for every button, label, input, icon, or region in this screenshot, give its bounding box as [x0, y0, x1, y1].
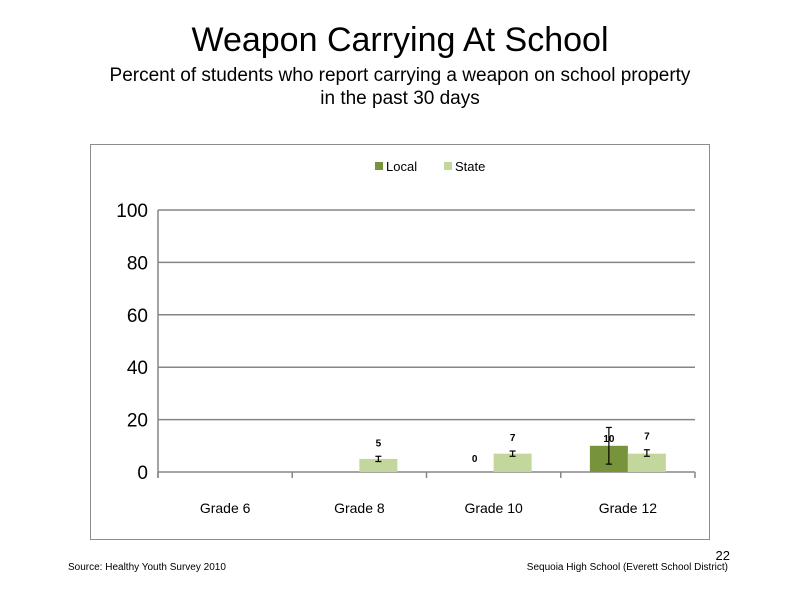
- chart-title: Weapon Carrying At School: [191, 21, 609, 59]
- legend-label-state: State: [455, 159, 485, 174]
- bar-state: [627, 453, 666, 472]
- data-label: 7: [644, 432, 650, 443]
- x-axis: Grade 6 Grade 8 Grade 10 Grade 12: [157, 472, 696, 516]
- y-tick-label: 40: [127, 358, 148, 379]
- legend-swatch-local: [375, 162, 383, 170]
- y-tick-label: 20: [127, 411, 148, 432]
- bar-state: [359, 458, 398, 472]
- bars: 0 10 5 7 7: [359, 426, 666, 472]
- y-tick-label: 100: [116, 201, 148, 222]
- page-number: 22: [715, 548, 730, 563]
- x-tick-label: Grade 10: [464, 500, 523, 516]
- bar-state: [493, 453, 532, 472]
- legend-label-local: Local: [386, 159, 417, 174]
- y-tick-label: 80: [127, 253, 148, 274]
- x-tick-label: Grade 8: [334, 500, 385, 516]
- x-tick-label: Grade 12: [599, 500, 658, 516]
- gridlines: [158, 209, 695, 473]
- school-name: Sequoia High School (Everett School Dist…: [526, 562, 728, 573]
- x-tick-label: Grade 6: [200, 500, 251, 516]
- source-note: Source: Healthy Youth Survey 2010: [68, 562, 226, 573]
- chart-subtitle: Percent of students who report carrying …: [109, 65, 691, 109]
- chart-area: [90, 144, 710, 540]
- y-tick-label: 0: [137, 463, 148, 484]
- data-label: 10: [603, 434, 615, 445]
- data-label: 0: [472, 454, 478, 465]
- data-label: 7: [510, 433, 516, 444]
- legend: Local State: [375, 159, 485, 174]
- data-label: 5: [376, 438, 382, 449]
- y-axis: 0 20 40 60 80 100: [116, 201, 159, 484]
- y-tick-label: 60: [127, 306, 148, 327]
- legend-swatch-state: [444, 162, 452, 170]
